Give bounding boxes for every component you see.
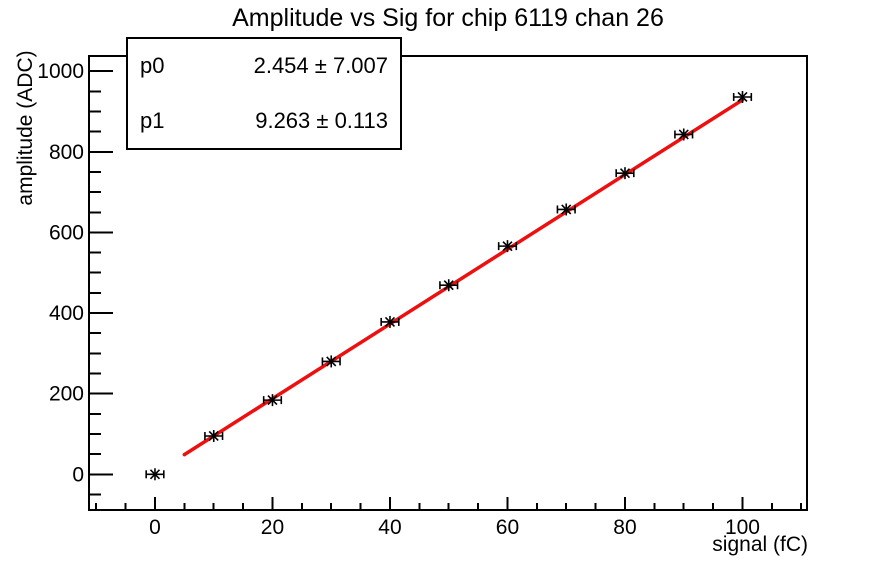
data-marker bbox=[208, 430, 219, 442]
data-marker bbox=[737, 91, 748, 103]
y-tick-label: 0 bbox=[72, 463, 84, 486]
x-tick-label: 100 bbox=[725, 516, 760, 539]
x-tick-label: 80 bbox=[613, 516, 636, 539]
fit-stats-box: p0 2.454 ± 7.007 p1 9.263 ± 0.113 bbox=[126, 37, 402, 150]
y-tick-label: 800 bbox=[49, 141, 84, 164]
y-tick-label: 1000 bbox=[37, 60, 84, 83]
data-marker bbox=[149, 469, 161, 480]
x-axis-title: signal (fC) bbox=[712, 533, 808, 556]
data-marker bbox=[443, 280, 454, 291]
plot-title: Amplitude vs Sig for chip 6119 chan 26 bbox=[232, 4, 664, 32]
stats-row-p0: p0 2.454 ± 7.007 bbox=[128, 55, 400, 77]
data-marker bbox=[326, 356, 337, 367]
data-marker bbox=[267, 395, 278, 406]
x-tick-label: 0 bbox=[149, 516, 161, 539]
stats-row-p1: p1 9.263 ± 0.113 bbox=[128, 107, 400, 133]
x-tick-label: 20 bbox=[261, 516, 284, 539]
y-axis-title: amplitude (ADC) bbox=[14, 50, 37, 206]
fit-line bbox=[182, 98, 745, 457]
data-marker bbox=[502, 241, 513, 252]
stats-param-value: 9.263 ± 0.113 bbox=[255, 107, 388, 133]
stats-param-value: 2.454 ± 7.007 bbox=[253, 53, 388, 79]
y-tick-label: 200 bbox=[49, 383, 84, 406]
y-tick-label: 600 bbox=[49, 221, 84, 244]
x-tick-label: 40 bbox=[378, 516, 401, 539]
data-marker bbox=[678, 129, 689, 140]
stats-param-name: p1 bbox=[140, 107, 165, 133]
data-marker bbox=[561, 204, 572, 215]
data-marker bbox=[619, 168, 631, 179]
data-marker bbox=[384, 316, 396, 327]
stats-param-name: p0 bbox=[140, 53, 165, 79]
y-tick-label: 400 bbox=[49, 302, 84, 325]
x-tick-label: 60 bbox=[496, 516, 519, 539]
